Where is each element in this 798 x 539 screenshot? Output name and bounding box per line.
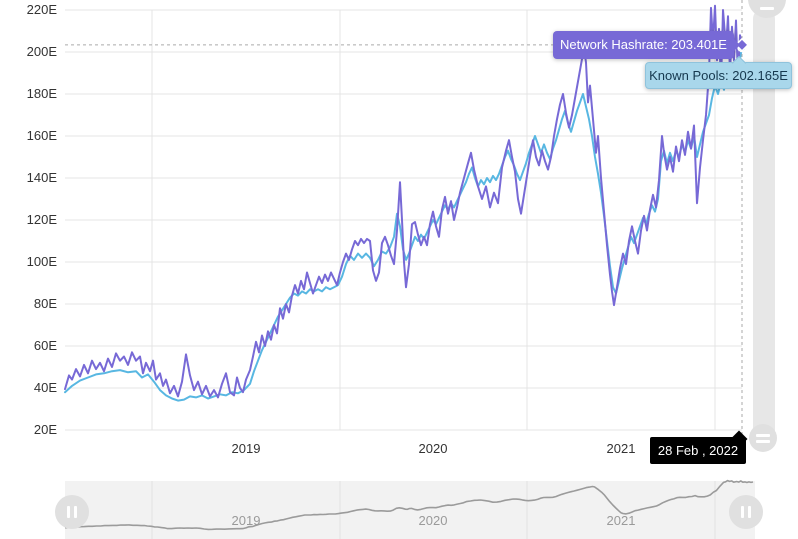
handle-grip-icon: [741, 506, 744, 518]
handle-grip-icon: [756, 433, 770, 437]
y-axis-label: 60E: [33, 338, 57, 353]
scrollbar-top-handle[interactable]: [748, 0, 786, 18]
y-axis-label: 100E: [26, 254, 57, 269]
handle-grip-icon: [74, 506, 77, 518]
y-axis-label: 180E: [26, 86, 57, 101]
handle-grip-icon: [67, 506, 70, 518]
scrollbar-bottom-handle[interactable]: [749, 424, 777, 452]
x-axis-label: 2019: [231, 441, 261, 456]
series-network-hashrate-line: [64, 4, 743, 399]
y-axis-label: 40E: [33, 380, 57, 395]
navigator-x-axis-label: 2019: [231, 513, 261, 528]
vertical-scrollbar-track[interactable]: [753, 8, 775, 450]
y-axis-label: 200E: [26, 44, 57, 59]
crosshair-date-badge: 28 Feb , 2022: [650, 430, 748, 464]
y-axis-label: 140E: [26, 170, 57, 185]
navigator-right-handle[interactable]: [729, 495, 763, 529]
handle-grip-icon: [748, 506, 751, 518]
handle-grip-icon: [756, 439, 770, 443]
handle-grip-icon: [760, 6, 774, 10]
badge-date-text: 28 Feb , 2022: [657, 443, 739, 458]
y-axis-label: 220E: [26, 2, 57, 17]
navigator-left-handle[interactable]: [55, 495, 89, 529]
tooltip-pools-text: Known Pools: 202.165E: [649, 68, 788, 83]
series-known-pools-line: [64, 46, 743, 402]
navigator-x-axis-label: 2020: [418, 513, 448, 528]
tooltip-known-pools: Known Pools: 202.165E: [645, 55, 792, 89]
tooltip-network-text: Network Hashrate: 203.401E: [560, 37, 727, 52]
x-axis-label: 2020: [418, 441, 448, 456]
navigator-x-axis-label: 2021: [606, 513, 636, 528]
y-axis-label: 20E: [33, 422, 57, 437]
navigator-series-line: [64, 479, 754, 531]
y-axis-label: 160E: [26, 128, 57, 143]
x-axis-label: 2021: [606, 441, 636, 456]
tooltip-network-hashrate: Network Hashrate: 203.401E: [553, 31, 741, 59]
y-axis-label: 80E: [33, 296, 57, 311]
y-axis-label: 120E: [26, 212, 57, 227]
